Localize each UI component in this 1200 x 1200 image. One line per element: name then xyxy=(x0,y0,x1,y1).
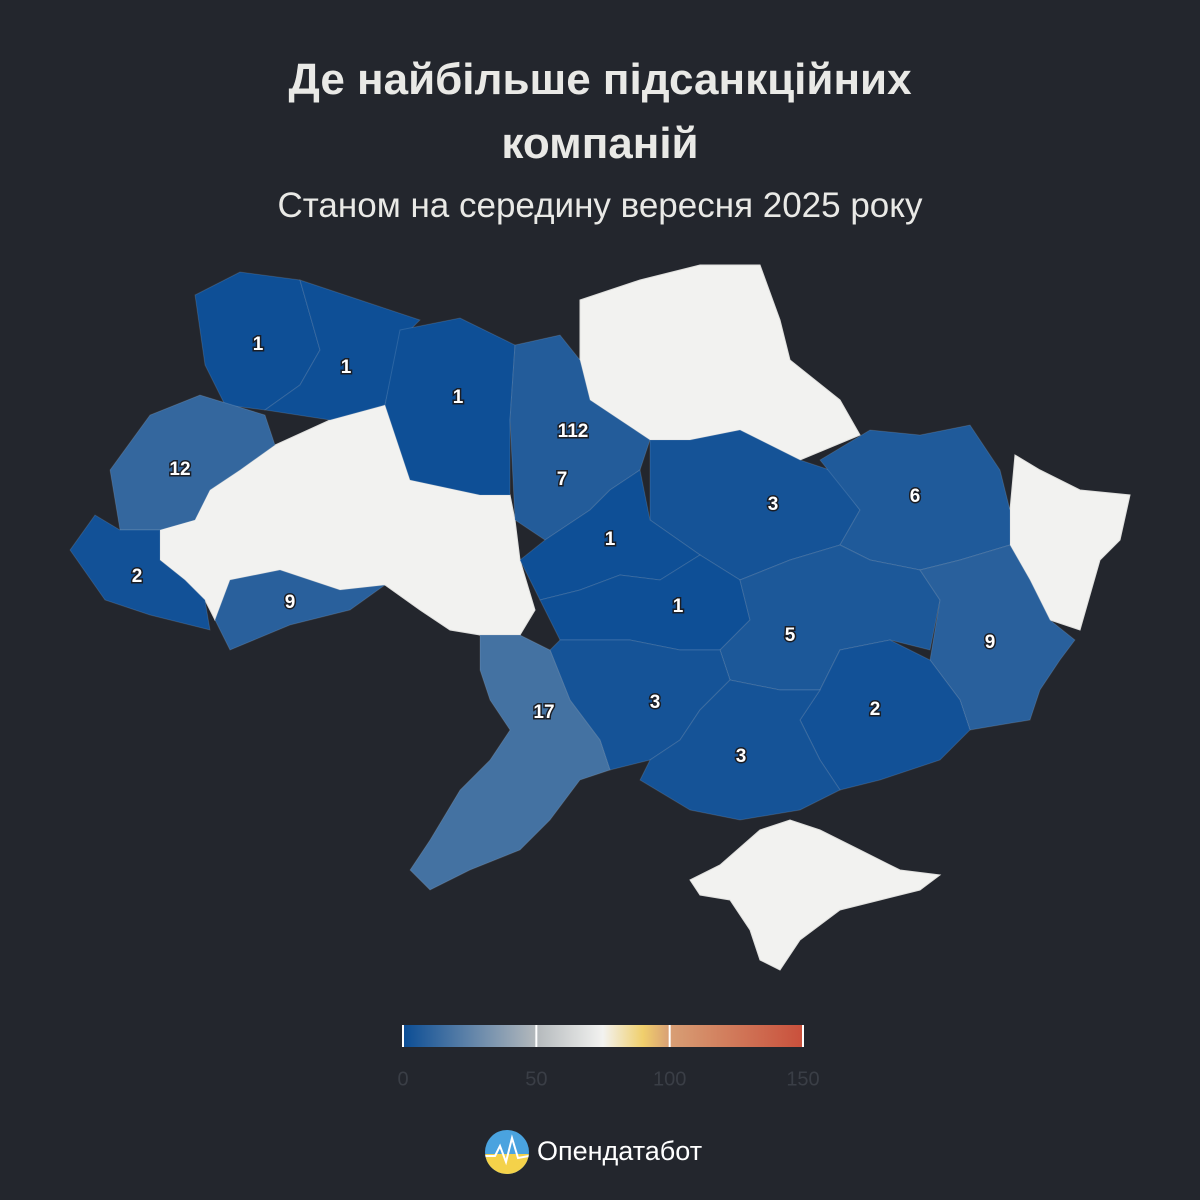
region-label: 1 xyxy=(253,334,264,355)
region xyxy=(384,317,516,496)
color-bar xyxy=(403,1025,803,1047)
logo: Опендатабот xyxy=(485,1130,702,1174)
region-label: 2 xyxy=(132,566,143,587)
tick-label: 0 xyxy=(397,1068,408,1090)
region xyxy=(263,279,421,421)
region xyxy=(639,679,841,821)
logo-text: Опендатабот xyxy=(537,1136,702,1166)
region-label: 17 xyxy=(533,702,554,723)
region-label: 1 xyxy=(453,387,464,408)
region xyxy=(69,514,211,631)
region-label: 7 xyxy=(557,469,568,490)
region-label: 3 xyxy=(736,746,747,767)
title: Де найбільше підсанкційних компаній xyxy=(288,55,912,168)
region-label: 112 xyxy=(558,421,589,442)
region-label: 2 xyxy=(870,699,881,720)
tick-label: 150 xyxy=(786,1068,819,1090)
region-label: 1 xyxy=(673,596,684,617)
region-label: 9 xyxy=(985,632,996,653)
subtitle: Станом на середину вересня 2025 року xyxy=(277,186,923,225)
region-label: 9 xyxy=(285,592,296,613)
tick-label: 100 xyxy=(653,1068,686,1090)
region-label: 3 xyxy=(650,692,661,713)
tick-label: 50 xyxy=(525,1068,547,1090)
region-label: 3 xyxy=(768,494,779,515)
region-label: 5 xyxy=(785,625,796,646)
region-label: 6 xyxy=(910,486,921,507)
region xyxy=(409,634,611,891)
region-label: 12 xyxy=(169,459,190,480)
region xyxy=(214,569,387,651)
region-label: 1 xyxy=(341,357,352,378)
no-data-region xyxy=(689,819,942,971)
region-label: 1 xyxy=(605,529,616,550)
